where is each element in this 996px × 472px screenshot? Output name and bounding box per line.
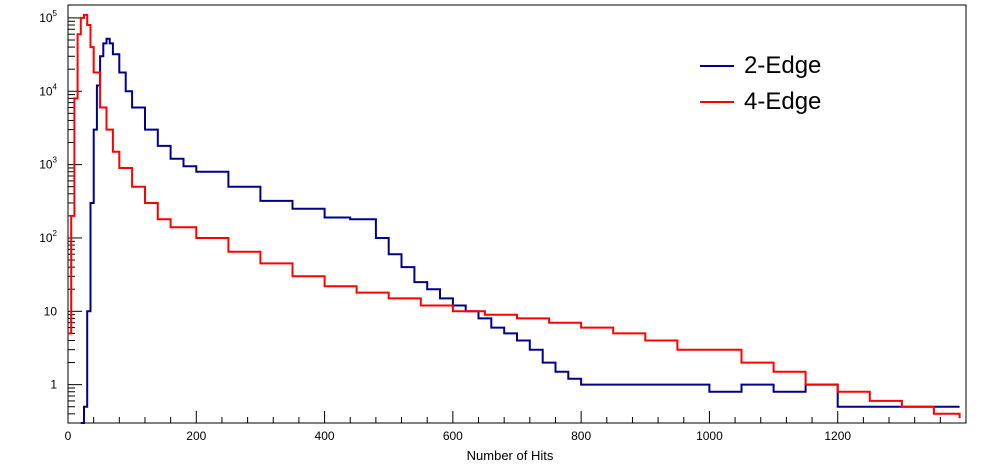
series-layer <box>68 13 961 424</box>
legend-label-2-edge: 2-Edge <box>744 52 822 79</box>
y-tick-label: 103 <box>39 156 57 172</box>
x-axis-label: Number of Hits <box>467 448 554 463</box>
x-tick-label: 200 <box>186 429 206 443</box>
x-axis: 0 200 400 600 800 1000 1200 <box>65 411 967 443</box>
x-tick-label: 800 <box>571 429 591 443</box>
x-tick-label: 0 <box>65 429 72 443</box>
series-line-4-edge <box>68 13 961 419</box>
y-tick-label: 105 <box>39 9 57 25</box>
plot-frame <box>67 4 967 424</box>
y-tick-label: 102 <box>39 229 57 245</box>
legend-item-4-edge: 4-Edge <box>700 84 821 120</box>
y-tick-label: 1 <box>50 378 57 392</box>
legend-item-2-edge: 2-Edge <box>700 48 821 84</box>
legend-swatch-4-edge <box>700 101 734 103</box>
x-tick-label: 1200 <box>824 429 851 443</box>
y-tick-label: 10 <box>44 304 58 318</box>
x-tick-label: 400 <box>315 429 335 443</box>
y-tick-label: 104 <box>39 82 57 98</box>
x-tick-label: 600 <box>443 429 463 443</box>
legend-swatch-2-edge <box>700 65 734 67</box>
legend-label-4-edge: 4-Edge <box>744 88 822 115</box>
legend: 2-Edge 4-Edge <box>700 48 821 120</box>
x-tick-label: 1000 <box>696 429 723 443</box>
series-line-2-edge <box>80 37 960 424</box>
